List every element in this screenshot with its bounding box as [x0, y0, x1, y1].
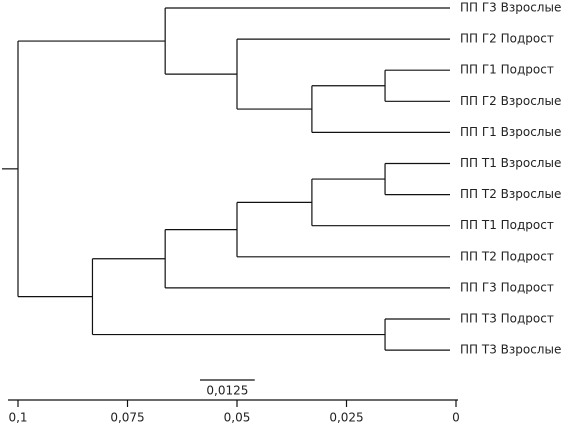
leaf-label: ПП Г1 Подрост — [460, 63, 554, 77]
leaf-label: ПП Т3 Взрослые — [460, 343, 561, 357]
leaf-label: ПП Г3 Взрослые — [460, 1, 561, 15]
x-tick-label: 0,1 — [8, 411, 27, 425]
leaf-label: ПП Т2 Подрост — [460, 249, 554, 263]
leaf-label: ПП Г2 Подрост — [460, 32, 554, 46]
leaf-label: ПП Т3 Подрост — [460, 312, 554, 326]
leaf-label: ПП Г3 Подрост — [460, 280, 554, 294]
x-tick-label: 0,075 — [110, 411, 144, 425]
x-tick-label: 0,05 — [224, 411, 251, 425]
leaf-label: ПП Т1 Подрост — [460, 218, 554, 232]
leaf-label: ПП Т2 Взрослые — [460, 187, 561, 201]
leaf-label: ПП Г2 Взрослые — [460, 94, 561, 108]
leaf-label: ПП Т1 Взрослые — [460, 156, 561, 170]
scale-bar-label: 0,0125 — [206, 384, 248, 398]
leaf-label: ПП Г1 Взрослые — [460, 125, 561, 139]
x-tick-label: 0 — [452, 411, 460, 425]
x-tick-label: 0,025 — [329, 411, 363, 425]
